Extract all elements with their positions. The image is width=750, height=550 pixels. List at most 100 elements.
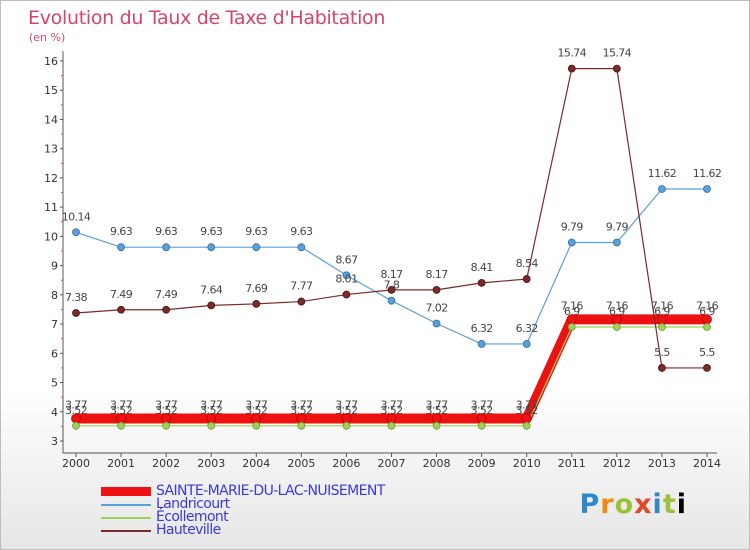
y-tick-label: 3 [51,435,58,448]
data-point-landricourt [117,243,125,252]
legend-swatch-landricourt [101,504,151,506]
data-label-landricourt: 7.02 [426,301,448,314]
data-label-hauteville: 7.64 [200,283,223,296]
data-point-hauteville [567,64,576,73]
data-point-landricourt [252,243,261,252]
legend-label-ecollemont: Écollemont [156,509,229,525]
data-label-hauteville: 5.5 [654,346,670,359]
data-label-sainte-marie: 7.16 [561,299,584,312]
data-point-hauteville [658,364,666,372]
data-point-landricourt [612,238,621,247]
data-label-sainte-marie: 3.77 [380,398,403,411]
data-point-ecollemont [342,421,351,430]
data-label-hauteville: 8.01 [335,273,357,286]
data-label-landricourt: 9.63 [245,225,268,238]
y-tick-label: 14 [44,113,58,126]
legend-label-landricourt: Landricourt [156,496,230,512]
data-label-landricourt: 7.8 [384,279,400,292]
legend-swatch-hauteville [101,530,151,532]
data-label-hauteville: 7.38 [65,291,88,304]
chart-subtitle: (en %) [29,31,66,44]
data-point-hauteville [522,275,531,283]
data-label-landricourt: 9.79 [561,221,584,234]
y-tick-label: 10 [44,230,58,243]
data-point-ecollemont [703,323,711,331]
data-label-landricourt: 6.32 [516,322,538,335]
data-label-landricourt: 9.63 [110,225,133,238]
data-label-sainte-marie: 7.16 [651,299,674,312]
data-point-ecollemont [432,421,441,430]
data-label-landricourt: 10.14 [62,210,91,223]
data-point-hauteville [117,305,125,314]
data-label-sainte-marie: 3.77 [245,398,268,411]
data-point-hauteville [703,364,711,372]
data-point-ecollemont [117,421,125,430]
x-tick-label: 2003 [197,457,225,470]
data-label-ecollemont: 3.52 [200,404,222,417]
data-point-hauteville [387,285,396,294]
y-tick-label: 7 [51,318,58,331]
y-tick-label: 11 [44,201,58,214]
data-point-hauteville [342,290,351,299]
x-tick-label: 2010 [513,457,541,470]
data-label-sainte-marie: 3.77 [290,398,313,411]
x-tick-label: 2001 [107,457,135,470]
legend-label-hauteville: Hauteville [156,522,221,538]
x-tick-label: 2005 [287,457,315,470]
data-label-ecollemont: 3.52 [110,404,132,417]
legend-swatch-ecollemont [101,517,151,519]
data-point-hauteville [297,297,306,306]
data-point-landricourt [432,319,441,328]
y-tick-label: 15 [44,84,58,97]
data-point-ecollemont [387,421,396,430]
x-tick-label: 2012 [603,457,631,470]
data-label-hauteville: 7.49 [110,288,133,301]
y-tick-label: 13 [44,143,58,156]
data-label-sainte-marie: 3.77 [471,398,494,411]
x-tick-label: 2009 [468,457,496,470]
data-label-sainte-marie: 3.77 [426,398,449,411]
data-label-hauteville: 7.77 [290,280,313,293]
x-tick-label: 2004 [242,457,270,470]
x-tick-label: 2007 [378,457,406,470]
data-label-landricourt: 9.63 [200,225,223,238]
data-point-landricourt [207,243,216,252]
data-label-landricourt: 11.62 [693,167,722,180]
data-point-landricourt [72,228,80,237]
data-point-landricourt [297,243,306,252]
data-point-hauteville [72,309,80,317]
data-point-landricourt [162,243,171,252]
data-point-hauteville [252,300,261,308]
data-point-ecollemont [522,421,531,430]
chart-title: Evolution du Taux de Taxe d'Habitation [28,7,386,29]
x-tick-label: 2002 [152,457,180,470]
data-label-ecollemont: 3.52 [65,404,87,417]
data-label-hauteville: 15.74 [558,47,587,60]
x-tick-label: 2011 [558,457,586,470]
data-point-ecollemont [567,323,576,331]
data-label-sainte-marie: 7.16 [696,299,719,312]
data-label-hauteville: 7.49 [155,288,178,301]
data-point-ecollemont [477,421,486,430]
data-point-landricourt [567,238,576,247]
y-tick-label: 12 [44,172,58,185]
data-label-ecollemont: 3.52 [516,404,538,417]
data-point-ecollemont [72,421,80,430]
data-point-landricourt [477,340,486,348]
data-point-ecollemont [207,421,216,430]
data-point-landricourt [342,271,351,280]
data-label-sainte-marie: 7.16 [606,299,629,312]
brand-logo: Proxiti [579,489,687,520]
data-point-hauteville [477,278,486,287]
data-point-ecollemont [252,421,261,430]
data-label-hauteville: 15.74 [603,47,632,60]
data-label-ecollemont: 3.52 [290,404,312,417]
data-label-hauteville: 8.54 [516,257,539,270]
data-label-landricourt: 9.79 [606,221,629,234]
y-tick-label: 4 [51,406,58,419]
data-label-sainte-marie: 3.77 [65,398,88,411]
data-label-sainte-marie: 3.77 [110,398,133,411]
data-point-hauteville [162,305,171,314]
data-point-hauteville [612,64,621,73]
